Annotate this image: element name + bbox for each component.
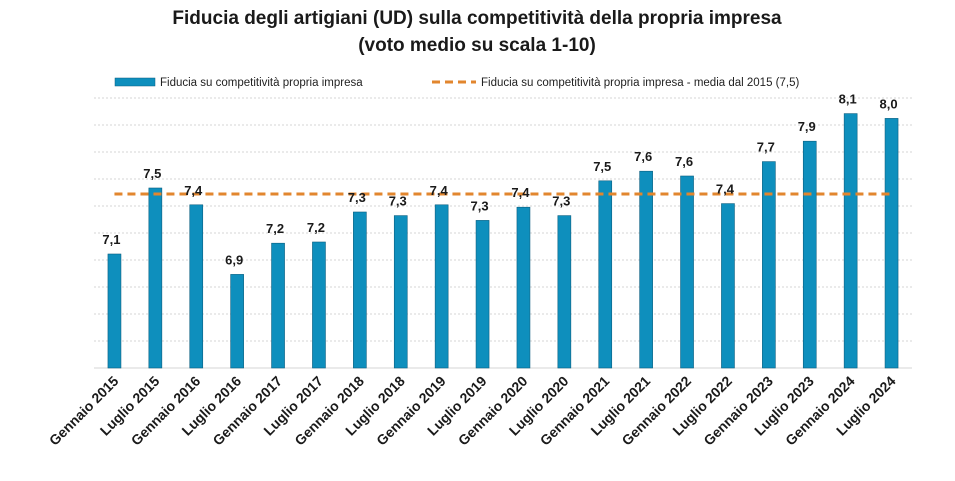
bar xyxy=(393,215,408,369)
data-label: 7,9 xyxy=(798,119,816,134)
bar xyxy=(843,113,858,369)
data-label: 7,3 xyxy=(552,194,570,209)
data-label: 7,2 xyxy=(266,221,284,236)
data-label: 7,2 xyxy=(307,220,325,235)
bar xyxy=(434,204,449,369)
grid-lines xyxy=(94,97,912,369)
bar xyxy=(762,161,776,369)
legend-bar-swatch xyxy=(114,77,156,87)
bar xyxy=(884,118,899,369)
data-label: 7,6 xyxy=(675,154,693,169)
data-labels: 7,1 7,5 7,4 6,9 7,2 7,2 7,3 7,3 7,4 7,3 7,4 7,3 7,5 7… xyxy=(102,92,897,268)
data-label: 7,3 xyxy=(471,198,489,213)
bar xyxy=(721,203,735,369)
legend-bar-label: Fiducia su competitività propria impresa xyxy=(160,77,363,89)
data-label: 8,1 xyxy=(839,92,857,107)
data-label: 7,4 xyxy=(184,183,203,198)
data-label: 6,9 xyxy=(225,252,243,267)
bar xyxy=(557,215,572,369)
data-label: 7,5 xyxy=(143,166,161,181)
legend-line-label: Fiducia su competitività propria impresa… xyxy=(481,77,799,89)
bar xyxy=(598,180,613,369)
data-label: 7,6 xyxy=(634,149,652,164)
x-tick-label: Gennaio 2015 xyxy=(46,373,122,449)
data-label: 7,4 xyxy=(716,182,735,197)
bar xyxy=(353,211,367,369)
chart-subtitle: (voto medio su scala 1-10) xyxy=(358,35,596,56)
bar xyxy=(639,170,653,369)
bar xyxy=(680,175,694,369)
bar xyxy=(107,253,122,369)
legend: Fiducia su competitività propria impresa… xyxy=(114,77,799,89)
data-label: 8,0 xyxy=(880,96,898,111)
bar xyxy=(271,242,285,369)
bar xyxy=(475,220,490,369)
bar xyxy=(516,206,531,369)
data-label: 7,7 xyxy=(757,140,775,155)
bar xyxy=(230,274,244,369)
data-label: 7,5 xyxy=(593,159,611,174)
bar xyxy=(148,187,163,369)
data-label: 7,3 xyxy=(348,190,366,205)
bars xyxy=(107,113,899,369)
bar xyxy=(802,140,817,369)
bar xyxy=(312,241,326,369)
data-label: 7,1 xyxy=(102,232,120,247)
chart-title: Fiducia degli artigiani (UD) sulla compe… xyxy=(172,8,782,29)
data-label: 7,4 xyxy=(430,183,449,198)
bar xyxy=(189,204,204,369)
data-label: 7,4 xyxy=(511,185,530,200)
data-label: 7,3 xyxy=(389,194,407,209)
